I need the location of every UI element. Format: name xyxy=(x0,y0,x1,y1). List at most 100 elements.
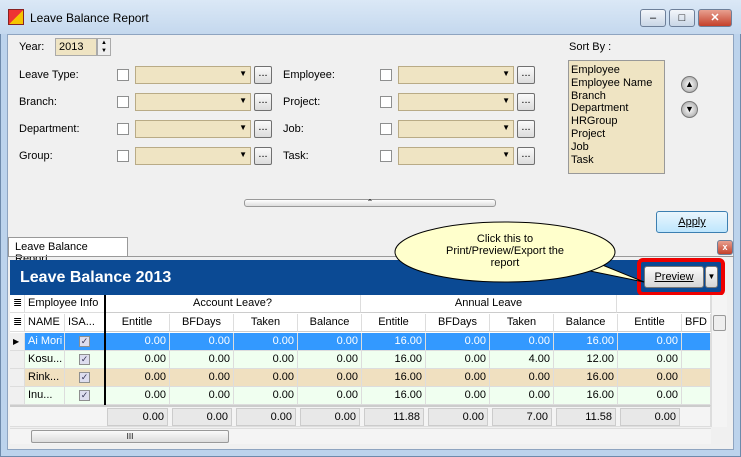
value-cell[interactable]: 0.00 xyxy=(490,333,554,351)
filter-combo[interactable]: ▼ xyxy=(135,93,251,111)
browse-button[interactable]: ... xyxy=(254,66,272,84)
employee-name-cell[interactable]: Ai Mori xyxy=(25,333,65,351)
value-cell[interactable]: 0.00 xyxy=(618,351,682,369)
value-cell[interactable]: 0.00 xyxy=(298,369,362,387)
minimize-button[interactable]: ‒ xyxy=(640,9,666,27)
sort-by-list[interactable]: Employee Employee Name Branch Department… xyxy=(568,60,665,174)
value-cell[interactable]: 16.00 xyxy=(554,369,618,387)
value-cell[interactable]: 4.00 xyxy=(490,351,554,369)
tab-leave-balance-report[interactable]: Leave Balance Report xyxy=(8,237,128,265)
column-header[interactable]: BFDays xyxy=(170,314,234,332)
preview-button[interactable]: Preview xyxy=(644,266,704,288)
value-cell[interactable]: 0.00 xyxy=(426,369,490,387)
value-cell[interactable]: 0.00 xyxy=(298,333,362,351)
filter-combo[interactable]: ▼ xyxy=(135,66,251,84)
year-input[interactable]: 2013 xyxy=(55,38,97,56)
value-cell[interactable]: 0.00 xyxy=(170,387,234,405)
maximize-button[interactable]: □ xyxy=(669,9,695,27)
sort-item[interactable]: Job xyxy=(571,140,589,153)
value-cell[interactable]: 0.00 xyxy=(170,351,234,369)
group-header-employee-info[interactable]: Employee Info xyxy=(25,295,105,313)
value-cell[interactable]: 16.00 xyxy=(554,387,618,405)
filter-combo[interactable]: ▼ xyxy=(398,66,514,84)
move-down-icon[interactable]: ▼ xyxy=(681,101,698,118)
employee-name-cell[interactable]: Rink... xyxy=(25,369,65,387)
column-header[interactable]: Taken xyxy=(490,314,554,332)
value-cell[interactable]: 0.00 xyxy=(105,369,170,387)
column-header[interactable]: Entitle xyxy=(105,314,170,332)
browse-button[interactable]: ... xyxy=(517,147,535,165)
collapse-panel-handle[interactable]: ⌃ xyxy=(244,199,496,207)
value-cell[interactable]: 0.00 xyxy=(298,387,362,405)
value-cell[interactable]: 0.00 xyxy=(170,369,234,387)
value-cell[interactable]: 0.00 xyxy=(105,333,170,351)
employee-name-cell[interactable]: Inu... xyxy=(25,387,65,405)
browse-button[interactable]: ... xyxy=(254,147,272,165)
filter-checkbox[interactable] xyxy=(117,69,129,81)
group-header-annual-leave[interactable]: Annual Leave xyxy=(361,295,617,313)
column-header[interactable]: ISA... xyxy=(65,314,105,332)
filter-checkbox[interactable] xyxy=(380,150,392,162)
value-cell[interactable]: 16.00 xyxy=(362,387,426,405)
value-cell[interactable]: 16.00 xyxy=(362,333,426,351)
value-cell[interactable] xyxy=(682,351,711,369)
group-header-next[interactable] xyxy=(617,295,711,313)
isa-checkbox[interactable]: ✓ xyxy=(65,351,105,369)
row-indicator[interactable] xyxy=(10,351,25,369)
browse-button[interactable]: ... xyxy=(517,93,535,111)
move-up-icon[interactable]: ▲ xyxy=(681,76,698,93)
filter-checkbox[interactable] xyxy=(380,69,392,81)
value-cell[interactable]: 0.00 xyxy=(618,369,682,387)
value-cell[interactable]: 12.00 xyxy=(554,351,618,369)
filter-checkbox[interactable] xyxy=(117,150,129,162)
browse-button[interactable]: ... xyxy=(254,93,272,111)
value-cell[interactable]: 0.00 xyxy=(234,333,298,351)
column-header[interactable]: Taken xyxy=(234,314,298,332)
horizontal-scroll-thumb[interactable]: III xyxy=(31,430,229,443)
value-cell[interactable]: 0.00 xyxy=(426,333,490,351)
group-header-account-leave[interactable]: Account Leave? xyxy=(105,295,361,313)
filter-checkbox[interactable] xyxy=(117,123,129,135)
value-cell[interactable] xyxy=(682,333,711,351)
vertical-scroll-thumb[interactable] xyxy=(713,315,726,331)
value-cell[interactable] xyxy=(682,369,711,387)
value-cell[interactable]: 16.00 xyxy=(362,351,426,369)
value-cell[interactable]: 0.00 xyxy=(234,387,298,405)
close-tab-icon[interactable]: x xyxy=(717,240,733,255)
value-cell[interactable]: 0.00 xyxy=(170,333,234,351)
sort-item[interactable]: HRGroup xyxy=(571,115,618,128)
column-chooser-icon[interactable]: ≣ xyxy=(10,295,25,313)
isa-checkbox[interactable]: ✓ xyxy=(65,387,105,405)
sort-item[interactable]: Department xyxy=(571,102,629,115)
filter-checkbox[interactable] xyxy=(380,123,392,135)
filter-checkbox[interactable] xyxy=(117,96,129,108)
year-spinner[interactable]: ▲ ▼ xyxy=(97,38,111,56)
value-cell[interactable]: 0.00 xyxy=(490,369,554,387)
vertical-scrollbar[interactable] xyxy=(711,295,727,427)
value-cell[interactable]: 0.00 xyxy=(234,351,298,369)
column-header[interactable]: BFD xyxy=(682,314,711,332)
employee-name-cell[interactable]: Kosu... xyxy=(25,351,65,369)
value-cell[interactable]: 16.00 xyxy=(362,369,426,387)
row-indicator[interactable]: ▶ xyxy=(10,333,25,351)
row-indicator[interactable] xyxy=(10,369,25,387)
filter-combo[interactable]: ▼ xyxy=(135,147,251,165)
sort-item[interactable]: Project xyxy=(571,127,606,140)
filter-combo[interactable]: ▼ xyxy=(398,120,514,138)
value-cell[interactable] xyxy=(682,387,711,405)
value-cell[interactable]: 0.00 xyxy=(234,369,298,387)
value-cell[interactable]: 0.00 xyxy=(105,351,170,369)
row-indicator[interactable] xyxy=(10,387,25,405)
value-cell[interactable]: 16.00 xyxy=(554,333,618,351)
preview-dropdown-icon[interactable]: ▼ xyxy=(705,266,718,288)
filter-checkbox[interactable] xyxy=(380,96,392,108)
value-cell[interactable]: 0.00 xyxy=(490,387,554,405)
value-cell[interactable]: 0.00 xyxy=(618,387,682,405)
close-button[interactable]: ✕ xyxy=(698,9,732,27)
browse-button[interactable]: ... xyxy=(254,120,272,138)
filter-combo[interactable]: ▼ xyxy=(398,147,514,165)
browse-button[interactable]: ... xyxy=(517,120,535,138)
sort-item[interactable]: Branch xyxy=(571,89,606,102)
column-chooser-icon[interactable]: ≣ xyxy=(10,314,25,332)
filter-combo[interactable]: ▼ xyxy=(135,120,251,138)
